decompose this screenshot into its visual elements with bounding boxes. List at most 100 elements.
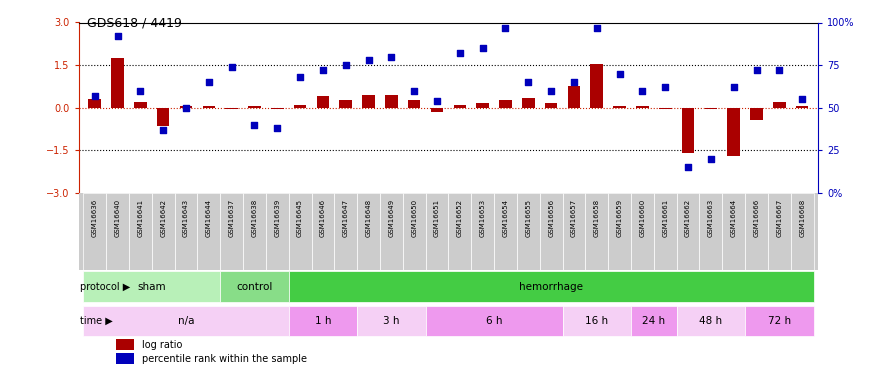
Text: GSM16662: GSM16662 <box>685 199 691 237</box>
Point <box>202 79 216 85</box>
Text: GSM16638: GSM16638 <box>251 199 257 237</box>
Text: sham: sham <box>137 282 166 292</box>
Bar <box>116 339 134 350</box>
Point <box>225 64 239 70</box>
Bar <box>289 306 357 336</box>
Bar <box>563 192 585 270</box>
Bar <box>746 306 814 336</box>
Bar <box>608 192 631 270</box>
Bar <box>791 192 814 270</box>
Bar <box>517 192 540 270</box>
Bar <box>425 306 563 336</box>
Point <box>499 25 513 31</box>
Bar <box>385 95 397 108</box>
Bar <box>289 272 814 302</box>
Bar <box>248 106 261 108</box>
Text: GSM16639: GSM16639 <box>274 199 280 237</box>
Text: GSM16661: GSM16661 <box>662 199 668 237</box>
Bar <box>357 192 380 270</box>
Point <box>407 87 421 93</box>
Bar <box>157 108 170 126</box>
Point <box>270 125 284 131</box>
Text: GSM16658: GSM16658 <box>594 199 599 237</box>
Bar <box>750 108 763 120</box>
Text: 3 h: 3 h <box>383 316 400 326</box>
Bar <box>198 192 220 270</box>
Bar <box>449 192 472 270</box>
Text: GSM16646: GSM16646 <box>320 199 326 237</box>
Text: GSM16659: GSM16659 <box>617 199 623 237</box>
Text: GSM16642: GSM16642 <box>160 199 166 237</box>
Bar <box>202 106 215 108</box>
Bar <box>659 108 671 109</box>
Bar <box>682 108 695 153</box>
Text: GSM16667: GSM16667 <box>776 199 782 237</box>
Bar <box>425 192 449 270</box>
Bar <box>380 192 402 270</box>
Bar <box>494 192 517 270</box>
Point <box>316 67 330 73</box>
Point <box>293 74 307 80</box>
Text: GDS618 / 4419: GDS618 / 4419 <box>88 17 182 30</box>
Point <box>88 93 102 99</box>
Bar <box>676 192 699 270</box>
Bar <box>768 192 791 270</box>
Text: GSM16651: GSM16651 <box>434 199 440 237</box>
Text: GSM16654: GSM16654 <box>502 199 508 237</box>
Point <box>750 67 764 73</box>
Bar <box>430 108 444 112</box>
Bar <box>83 192 106 270</box>
Text: GSM16643: GSM16643 <box>183 199 189 237</box>
Bar <box>722 192 746 270</box>
Bar <box>111 58 124 108</box>
Bar <box>402 192 425 270</box>
Text: percentile rank within the sample: percentile rank within the sample <box>142 354 306 364</box>
Bar <box>340 100 352 108</box>
Text: GSM16650: GSM16650 <box>411 199 417 237</box>
Point <box>544 87 558 93</box>
Bar <box>522 98 535 108</box>
Bar <box>704 108 717 109</box>
Bar <box>88 99 101 108</box>
Bar <box>220 192 243 270</box>
Text: GSM16637: GSM16637 <box>228 199 234 237</box>
Text: GSM16655: GSM16655 <box>525 199 531 237</box>
Bar <box>408 100 421 108</box>
Bar <box>271 108 284 109</box>
Bar <box>179 106 192 108</box>
Bar <box>472 192 494 270</box>
Text: GSM16644: GSM16644 <box>206 199 212 237</box>
Text: GSM16653: GSM16653 <box>480 199 486 237</box>
Bar <box>357 306 425 336</box>
Text: 1 h: 1 h <box>315 316 331 326</box>
Text: 6 h: 6 h <box>486 316 502 326</box>
Point <box>795 96 809 102</box>
Point <box>110 33 124 39</box>
Point <box>248 122 262 128</box>
Text: GSM16657: GSM16657 <box>571 199 577 237</box>
Bar <box>243 192 266 270</box>
Bar <box>106 192 129 270</box>
Bar <box>773 102 786 108</box>
Bar <box>266 192 289 270</box>
Bar <box>591 64 603 108</box>
Bar <box>727 108 740 156</box>
Text: protocol ▶: protocol ▶ <box>80 282 130 292</box>
Bar <box>116 353 134 364</box>
Bar <box>585 192 608 270</box>
Text: GSM16648: GSM16648 <box>366 199 372 237</box>
Bar <box>220 272 289 302</box>
Point <box>590 25 604 31</box>
Point <box>179 105 193 111</box>
Point <box>361 57 375 63</box>
Text: n/a: n/a <box>178 316 194 326</box>
Text: GSM16641: GSM16641 <box>137 199 144 237</box>
Point <box>339 62 353 68</box>
Point <box>567 79 581 85</box>
Bar <box>362 95 374 108</box>
Point <box>612 70 626 76</box>
Point <box>453 50 467 56</box>
Point <box>384 54 398 60</box>
Text: GSM16640: GSM16640 <box>115 199 121 237</box>
Text: time ▶: time ▶ <box>80 316 113 326</box>
